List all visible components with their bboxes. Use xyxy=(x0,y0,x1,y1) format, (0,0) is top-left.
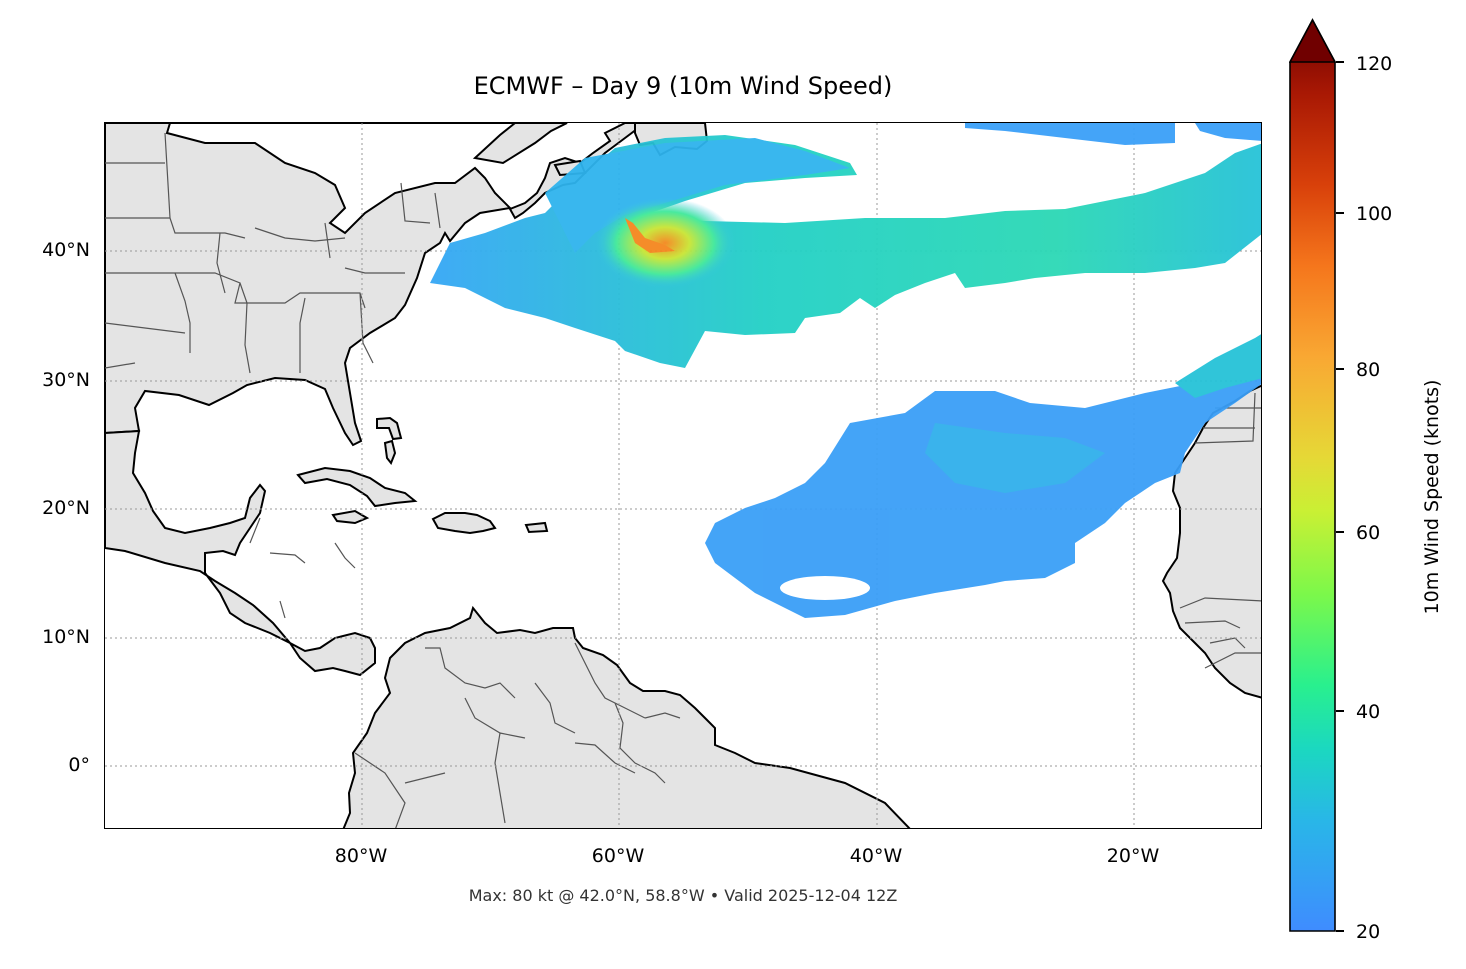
land-south-america xyxy=(342,605,911,828)
x-tick-label: 20°W xyxy=(1106,845,1160,867)
land-west-africa xyxy=(1161,384,1261,699)
y-tick-label: 40°N xyxy=(42,239,90,261)
colorbar-tick-mark xyxy=(1336,930,1344,932)
colorbar-title: 10m Wind Speed (knots) xyxy=(1421,379,1443,615)
x-tick-label: 40°W xyxy=(849,845,903,867)
colorbar-tick-mark xyxy=(1336,710,1344,712)
colorbar-tick-mark xyxy=(1336,61,1344,63)
y-tick-label: 30°N xyxy=(42,369,90,391)
colorbar-tick-mark xyxy=(1336,531,1344,533)
political-borders xyxy=(105,132,1261,828)
y-tick-label: 0° xyxy=(68,754,90,776)
chart-title: ECMWF – Day 9 (10m Wind Speed) xyxy=(473,72,893,100)
colorbar-tick-label: 120 xyxy=(1356,53,1393,75)
colorbar-tick-label: 40 xyxy=(1356,701,1381,723)
land-north-america xyxy=(105,123,568,677)
x-tick-label: 60°W xyxy=(591,845,645,867)
colorbar-tick-label: 60 xyxy=(1356,522,1381,544)
land-caribbean-islands xyxy=(296,416,549,535)
y-tick-label: 10°N xyxy=(42,626,90,648)
colorbar xyxy=(1289,18,1336,932)
map-plot-area xyxy=(104,122,1262,829)
colorbar-tick-mark xyxy=(1336,368,1344,370)
wind-speed-map xyxy=(105,123,1261,828)
max-wind-caption: Max: 80 kt @ 42.0°N, 58.8°W • Valid 2025… xyxy=(468,886,898,905)
wind-field-north xyxy=(430,123,1261,368)
colorbar-tick-label: 80 xyxy=(1356,359,1381,381)
colorbar-tick-label: 20 xyxy=(1356,921,1381,943)
wind-field-trades xyxy=(705,334,1261,618)
y-tick-label: 20°N xyxy=(42,497,90,519)
x-tick-label: 80°W xyxy=(334,845,388,867)
colorbar-tick-mark xyxy=(1336,212,1344,214)
colorbar-tick-label: 100 xyxy=(1356,203,1393,225)
